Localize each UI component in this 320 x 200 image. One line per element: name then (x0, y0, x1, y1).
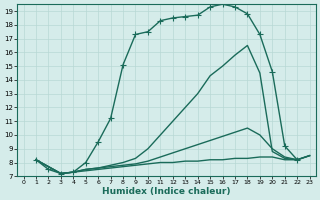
X-axis label: Humidex (Indice chaleur): Humidex (Indice chaleur) (102, 187, 231, 196)
